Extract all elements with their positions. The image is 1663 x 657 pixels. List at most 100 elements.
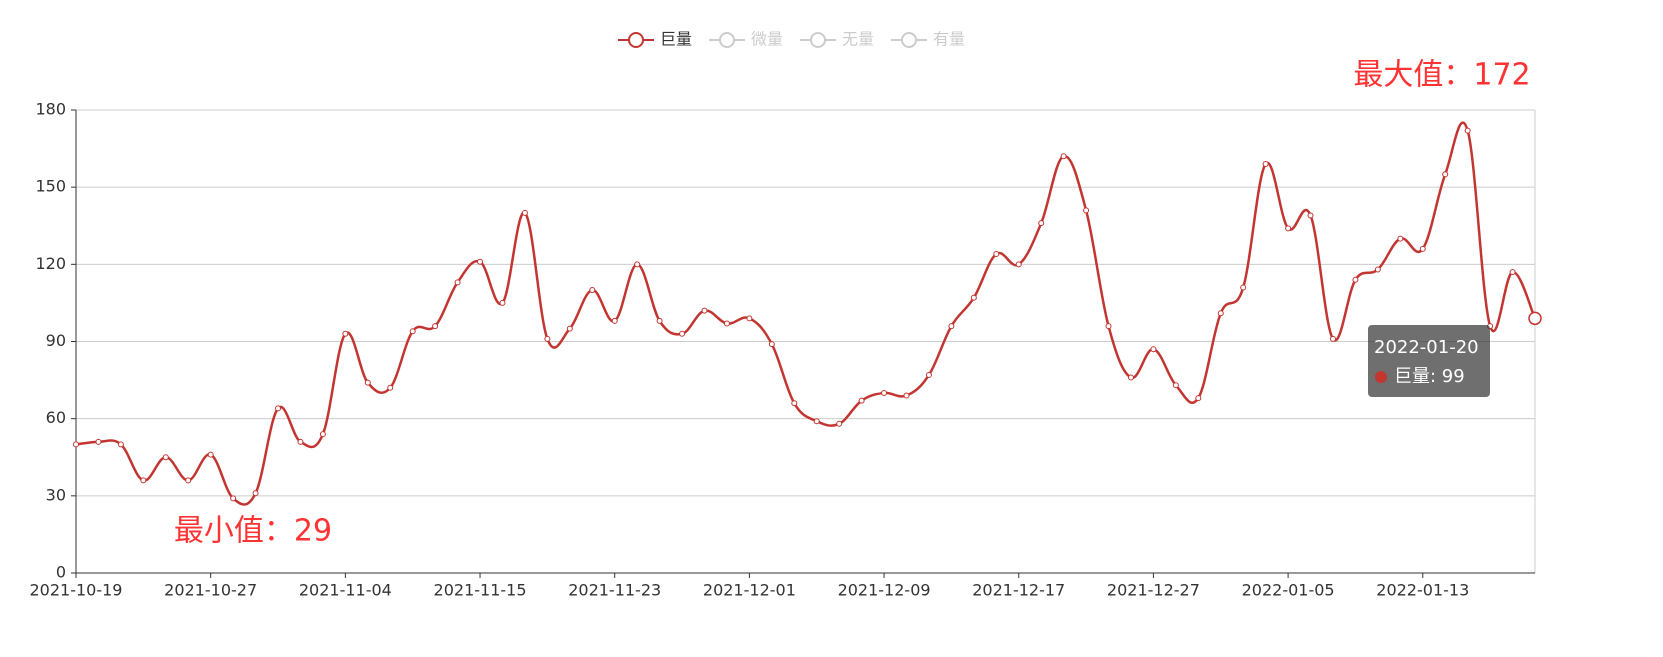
point (1262, 161, 1269, 168)
point (1374, 266, 1381, 273)
legend-label[interactable]: 无量 (842, 30, 874, 49)
x-tick-label: 2022-01-13 (1376, 581, 1469, 600)
point (252, 490, 259, 497)
point (387, 384, 394, 391)
point (881, 389, 888, 396)
point (566, 325, 573, 332)
point (499, 299, 506, 306)
point (1240, 284, 1247, 291)
tooltip-title: 2022-01-20 (1374, 337, 1479, 358)
point (701, 307, 708, 314)
point (925, 371, 932, 378)
point (1172, 382, 1179, 389)
point (95, 438, 102, 445)
point (275, 405, 282, 412)
legend-symbol[interactable] (719, 32, 735, 48)
point (656, 317, 663, 324)
point (1442, 171, 1449, 178)
point (207, 451, 214, 458)
point (1528, 311, 1542, 326)
point (768, 341, 775, 348)
x-tick-label: 2021-12-09 (838, 581, 931, 600)
point (634, 261, 641, 268)
point (1015, 261, 1022, 268)
point (948, 323, 955, 330)
point (1217, 310, 1224, 317)
point (589, 287, 596, 294)
point (1307, 212, 1314, 219)
max-annotation: 最大值：172 (1353, 58, 1530, 93)
point (1397, 235, 1404, 242)
x-tick-label: 2022-01-05 (1242, 581, 1335, 600)
point (364, 379, 371, 386)
point (521, 209, 528, 216)
point (1083, 207, 1090, 214)
point (813, 418, 820, 425)
x-tick-label: 2021-11-04 (299, 581, 392, 600)
legend-label[interactable]: 巨量 (660, 30, 692, 49)
point (836, 420, 843, 427)
legend-symbol[interactable] (901, 32, 917, 48)
point (1105, 323, 1112, 330)
y-tick-label: 120 (35, 254, 66, 273)
legend-label[interactable]: 微量 (751, 30, 783, 49)
point (230, 495, 237, 502)
y-tick-label: 150 (35, 177, 66, 196)
legend-symbol[interactable] (810, 32, 826, 48)
y-tick-label: 90 (46, 331, 66, 350)
point (477, 258, 484, 265)
point (611, 317, 618, 324)
point (1150, 346, 1157, 353)
y-tick-label: 30 (46, 485, 66, 504)
y-tick-label: 180 (35, 100, 66, 119)
point (1060, 153, 1067, 160)
legend-symbol[interactable] (628, 32, 644, 48)
min-annotation: 最小值：29 (174, 514, 332, 549)
point (723, 320, 730, 327)
point (162, 454, 169, 461)
point (1127, 374, 1134, 381)
tooltip-dot (1375, 371, 1387, 383)
point (432, 323, 439, 330)
x-tick-label: 2021-12-27 (1107, 581, 1200, 600)
legend-label[interactable]: 有量 (933, 30, 965, 49)
point (791, 400, 798, 407)
x-tick-label: 2021-12-01 (703, 581, 796, 600)
point (1285, 225, 1292, 232)
point (1464, 127, 1471, 134)
x-tick-label: 2021-10-27 (164, 581, 257, 600)
point (544, 335, 551, 342)
point (970, 294, 977, 301)
point (117, 441, 124, 448)
point (858, 397, 865, 404)
tooltip (1368, 325, 1490, 397)
point (746, 315, 753, 322)
point (140, 477, 147, 484)
y-tick-label: 0 (56, 563, 66, 582)
x-tick-label: 2021-12-17 (972, 581, 1065, 600)
line (75, 121, 1537, 506)
x-tick-label: 2021-10-19 (30, 581, 123, 600)
point (1509, 269, 1516, 276)
tooltip-text: 巨量: 99 (1394, 366, 1465, 387)
point (1352, 276, 1359, 283)
point (1038, 220, 1045, 227)
y-tick-label: 60 (46, 408, 66, 427)
point (342, 330, 349, 337)
point (1195, 395, 1202, 402)
x-tick-label: 2021-11-23 (568, 581, 661, 600)
point (409, 328, 416, 335)
x-tick-label: 2021-11-15 (434, 581, 527, 600)
point (679, 330, 686, 337)
point (1329, 335, 1336, 342)
point (903, 392, 910, 399)
point (454, 279, 461, 286)
point (73, 441, 79, 448)
point (993, 251, 1000, 258)
point (297, 438, 304, 445)
legend: 巨量 微量 无量 有量 (618, 30, 965, 49)
point (185, 477, 192, 484)
point (319, 431, 326, 438)
point (1419, 245, 1426, 252)
